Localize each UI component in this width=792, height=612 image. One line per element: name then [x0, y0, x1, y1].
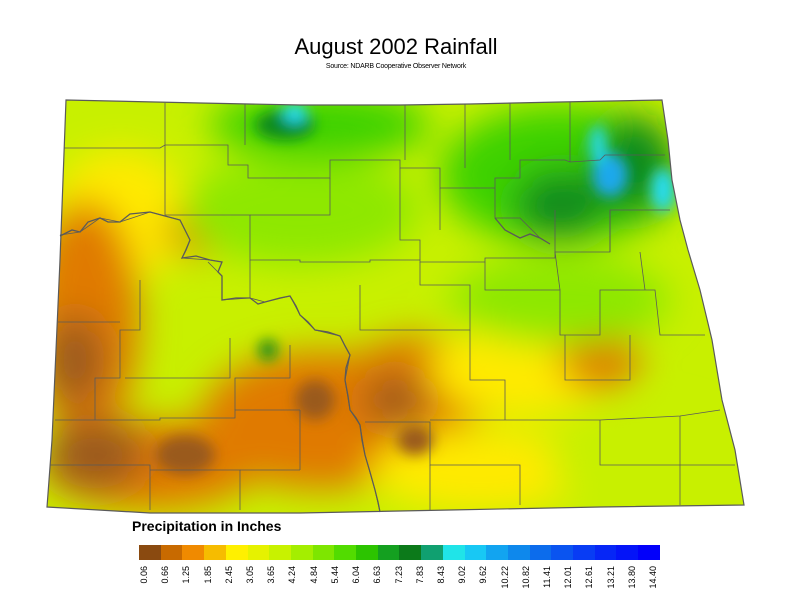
legend-tick-label: 4.24 — [287, 566, 298, 584]
legend-tick-label: 12.61 — [584, 566, 595, 589]
legend-tick-label: 2.45 — [223, 566, 234, 584]
legend-tick-label: 1.25 — [181, 566, 192, 584]
zone-southwest-brown — [47, 420, 145, 490]
legend-tick-label: 1.85 — [202, 566, 213, 584]
legend-tick-label: 10.82 — [520, 566, 531, 589]
county-line — [64, 144, 665, 189]
precipitation-peaks — [155, 103, 675, 475]
sheyenne-river-line — [494, 217, 551, 245]
legend-swatch — [312, 545, 335, 560]
map-title: August 2002 Rainfall — [294, 34, 498, 59]
legend-tick-label: 13.21 — [605, 566, 616, 589]
county-line — [484, 262, 705, 336]
peak-northeast-blue — [592, 153, 628, 197]
legend-tick-label: 9.02 — [457, 566, 468, 584]
river-boundaries — [59, 211, 551, 513]
zone-central-brown — [365, 375, 425, 425]
legend-tick-label: 14.40 — [648, 566, 658, 589]
legend-swatch — [139, 545, 161, 560]
county-line — [554, 251, 561, 291]
legend-tick-label: 0.06 — [139, 566, 149, 584]
legend-swatch — [594, 545, 617, 560]
precipitation-field — [47, 100, 744, 513]
legend-swatch — [182, 545, 205, 560]
legend-swatch — [638, 545, 660, 560]
missouri-river-line — [59, 211, 381, 513]
legend-swatch — [160, 545, 183, 560]
legend-swatch — [421, 545, 443, 560]
county-line — [50, 464, 151, 510]
legend-tick-label: 12.01 — [563, 566, 574, 589]
zone-west-brown — [47, 315, 105, 405]
legend-tick-label: 11.41 — [541, 566, 552, 588]
zone-north-central-lightgreen — [180, 155, 420, 265]
legend-swatch — [334, 545, 357, 560]
county-line — [599, 420, 681, 505]
peak-south-brown — [397, 425, 433, 455]
peak-north-cyan — [283, 103, 307, 123]
county-line — [55, 409, 300, 421]
legend-tick-label: 4.84 — [308, 566, 319, 584]
county-line — [125, 338, 231, 379]
legend-swatch — [269, 545, 291, 560]
legend-tick-label: 6.63 — [372, 566, 383, 584]
legend-tick-label: 7.83 — [414, 566, 425, 584]
county-line — [494, 188, 541, 239]
legend-tick-label: 8.43 — [435, 566, 446, 584]
peak-central-darkgreen — [259, 340, 277, 360]
map-subtitle: Source: NDARB Cooperative Observer Netwo… — [325, 63, 467, 70]
county-line — [94, 280, 141, 420]
county-line — [564, 335, 631, 381]
legend-tick-label: 3.65 — [266, 566, 277, 584]
county-line — [639, 251, 646, 291]
legend-tick-label: 13.80 — [626, 566, 637, 589]
legend-swatch — [290, 545, 313, 560]
legend-swatch — [204, 545, 226, 560]
legend-tick-label: 3.05 — [245, 566, 256, 584]
peak-northeast-cyan — [590, 125, 606, 165]
legend-swatch — [356, 545, 378, 560]
zone-north-green — [210, 100, 430, 160]
legend-swatch — [616, 545, 639, 560]
zone-southeast-yellowgreen — [550, 410, 730, 510]
legend-swatch — [377, 545, 400, 560]
legend-swatch — [486, 545, 508, 560]
legend-swatch — [529, 545, 552, 560]
county-line — [250, 178, 331, 216]
county-line — [679, 416, 735, 466]
legend-tick-label: 10.22 — [499, 566, 510, 589]
zone-northeast-darkgreen — [515, 170, 605, 240]
legend-swatch — [225, 545, 248, 560]
county-line — [359, 262, 471, 331]
legend-swatch — [247, 545, 270, 560]
legend-tick-label: 0.66 — [160, 566, 171, 584]
legend-swatch — [464, 545, 487, 560]
legend-tick-labels: 0.06 0.66 1.25 1.85 2.45 3.05 3.65 4.24 4.84 5.44… — [139, 566, 660, 606]
legend-tick-label: 7.23 — [393, 566, 404, 584]
legend-swatch — [399, 545, 422, 560]
county-line — [399, 168, 421, 260]
county-line — [234, 345, 291, 410]
zone-east-orange — [560, 330, 640, 390]
county-line — [469, 330, 506, 420]
legend-swatch — [573, 545, 595, 560]
legend-swatch — [442, 545, 465, 560]
legend-swatch — [551, 545, 574, 560]
legend-tick-label: 5.44 — [329, 566, 340, 584]
legend-tick-label: 9.62 — [478, 566, 489, 584]
legend-color-bar — [139, 545, 660, 560]
peak-ne-corner-cyan — [651, 168, 675, 212]
peak-south-central-brown — [295, 380, 335, 420]
peak-southwest-brown — [155, 435, 215, 475]
legend-tick-label: 6.04 — [351, 566, 362, 584]
legend-swatch — [507, 545, 530, 560]
legend-title: Precipitation in Inches — [132, 518, 282, 534]
